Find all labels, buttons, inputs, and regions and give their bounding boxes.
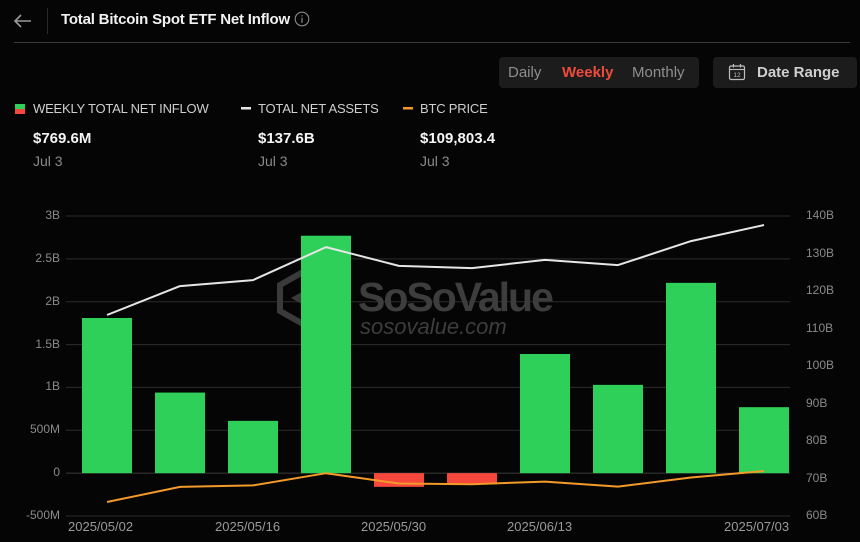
inflow-date: Jul 3 — [33, 153, 63, 169]
inflow-swatch-icon — [15, 104, 25, 114]
net-assets-date: Jul 3 — [258, 153, 288, 169]
watermark: SoSoValue sosovalue.com — [277, 268, 555, 339]
watermark-brand: SoSoValue — [358, 274, 553, 320]
inflow-bar[interactable] — [374, 473, 424, 487]
inflow-bar[interactable] — [739, 407, 789, 474]
period-toggle: Daily Weekly Monthly — [499, 57, 699, 88]
info-circle-icon[interactable] — [294, 11, 310, 27]
x-axis-tick: 2025/06/13 — [507, 519, 573, 534]
svg-text:12: 12 — [733, 72, 741, 79]
left-axis-tick: -500M — [25, 508, 60, 522]
left-axis-tick: 1.5B — [35, 336, 60, 351]
left-axis-tick: 3B — [45, 208, 60, 222]
right-axis-tick: 140B — [806, 208, 835, 222]
right-axis-tick: 90B — [806, 395, 828, 410]
net-assets-line[interactable] — [106, 224, 765, 316]
legend-inflow-label[interactable]: WEEKLY TOTAL NET INFLOW — [33, 101, 209, 116]
header: Total Bitcoin Spot ETF Net Inflow — [0, 0, 860, 42]
net-assets-value: $137.6B — [258, 130, 315, 147]
right-axis-tick: 120B — [806, 283, 835, 297]
btc-price-value: $109,803.4 — [420, 130, 496, 147]
btc-price-line[interactable] — [106, 470, 765, 503]
btc-price-date: Jul 3 — [420, 153, 450, 169]
page-title: Total Bitcoin Spot ETF Net Inflow — [61, 11, 290, 28]
tab-monthly[interactable]: Monthly — [632, 64, 685, 81]
x-axis-tick: 2025/05/16 — [215, 519, 281, 534]
date-range-label: Date Range — [757, 64, 840, 81]
right-axis-tick: 80B — [806, 433, 828, 447]
left-axis-tick: 500M — [29, 422, 60, 437]
header-rule — [14, 42, 850, 43]
header-divider — [47, 8, 48, 34]
legend-btc-price-label[interactable]: BTC PRICE — [420, 101, 488, 116]
inflow-bar[interactable] — [593, 384, 643, 474]
right-axis-tick: 70B — [806, 470, 828, 485]
inflow-bar[interactable] — [666, 282, 716, 474]
inflow-bar[interactable] — [82, 318, 132, 474]
x-axis-tick: 2025/07/03 — [724, 519, 790, 534]
inflow-bar[interactable] — [155, 392, 205, 474]
inflow-bar[interactable] — [228, 420, 278, 474]
left-axis-tick: 2B — [45, 293, 60, 308]
net-assets-swatch-icon — [241, 107, 251, 110]
left-axis-tick: 0 — [53, 465, 60, 480]
right-axis-tick: 110B — [806, 320, 834, 335]
btc-price-swatch-icon — [403, 107, 413, 110]
right-axis-tick: 60B — [806, 508, 828, 522]
inflow-bar[interactable] — [447, 473, 497, 485]
inflow-bars[interactable] — [82, 235, 789, 487]
left-axis-tick: 1B — [45, 379, 60, 394]
right-axis-tick: 130B — [806, 245, 835, 260]
right-axis-tick: 100B — [806, 358, 835, 372]
calendar-icon: 12 — [728, 64, 746, 81]
legend-net-assets-label[interactable]: TOTAL NET ASSETS — [258, 101, 379, 116]
date-range-button[interactable]: 12 Date Range — [713, 57, 857, 88]
inflow-bar[interactable] — [301, 235, 351, 474]
inflow-bar[interactable] — [520, 354, 570, 474]
tab-weekly[interactable]: Weekly — [562, 64, 614, 81]
x-axis-tick: 2025/05/02 — [68, 519, 134, 534]
tab-daily[interactable]: Daily — [508, 64, 542, 81]
watermark-url: sosovalue.com — [360, 314, 507, 339]
inflow-value: $769.6M — [33, 130, 92, 147]
x-axis-tick: 2025/05/30 — [361, 519, 427, 534]
arrow-left-icon[interactable] — [10, 8, 36, 34]
left-axis-tick: 2.5B — [35, 250, 60, 265]
